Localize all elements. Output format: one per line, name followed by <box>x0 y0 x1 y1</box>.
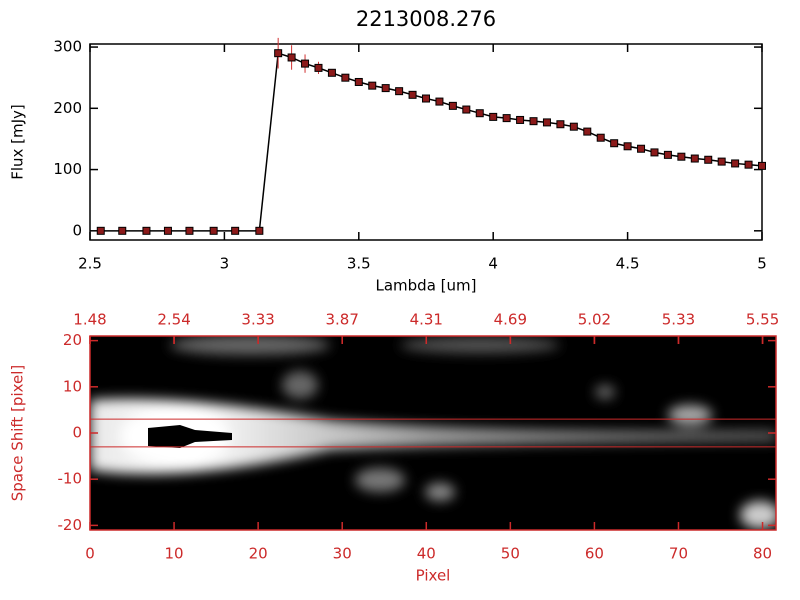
y-tick-label: 200 <box>53 99 82 117</box>
data-point <box>435 97 444 106</box>
data-point <box>96 226 105 235</box>
data-point <box>314 63 323 72</box>
x-tick-label: 70 <box>669 545 688 563</box>
x-tick-label: 4.5 <box>616 255 640 273</box>
x2-tick-label: 1.48 <box>73 311 106 329</box>
x-axis-label: Pixel <box>416 567 451 585</box>
data-point <box>408 90 417 99</box>
y-tick-label: 300 <box>53 38 82 56</box>
data-point <box>448 101 457 110</box>
data-point <box>663 150 672 159</box>
x-tick-label: 80 <box>753 545 772 563</box>
y-tick-label: 10 <box>63 377 82 395</box>
x-axis-label: Lambda [um] <box>376 277 477 295</box>
x2-tick-label: 3.87 <box>326 311 359 329</box>
data-point <box>556 120 565 129</box>
x-tick-label: 20 <box>249 545 268 563</box>
data-point <box>422 94 430 103</box>
data-point <box>255 226 264 235</box>
data-point <box>341 73 350 82</box>
y-tick-label: 0 <box>72 424 82 442</box>
data-point <box>395 87 404 96</box>
data-point <box>717 157 726 166</box>
data-point <box>368 81 377 90</box>
data-point <box>502 114 511 123</box>
data-point <box>596 133 605 142</box>
x-tick-label: 5 <box>757 255 767 273</box>
data-point <box>623 142 632 151</box>
x-tick-label: 40 <box>417 545 436 563</box>
data-point <box>569 122 578 131</box>
y-tick-label: 100 <box>53 160 82 178</box>
x2-tick-label: 5.02 <box>578 311 611 329</box>
data-point <box>690 154 699 163</box>
x-tick-label: 30 <box>333 545 352 563</box>
data-point <box>287 53 296 62</box>
spectral-image <box>90 336 776 530</box>
data-point <box>731 159 740 168</box>
y-tick-label: -20 <box>58 516 83 534</box>
data-point <box>650 148 659 157</box>
y-tick-label: 20 <box>63 331 82 349</box>
data-point <box>462 105 471 114</box>
x2-tick-label: 4.69 <box>494 311 527 329</box>
data-point <box>301 59 310 68</box>
data-point <box>118 226 127 235</box>
data-point <box>142 226 151 235</box>
x2-tick-label: 4.31 <box>410 311 443 329</box>
data-point <box>475 109 484 118</box>
x2-tick-label: 2.54 <box>157 311 190 329</box>
x2-tick-label: 3.33 <box>241 311 274 329</box>
data-point <box>583 127 592 136</box>
x2-tick-label: 5.55 <box>746 311 779 329</box>
data-point <box>231 226 240 235</box>
x-tick-label: 3.5 <box>347 255 371 273</box>
x-tick-label: 0 <box>85 545 95 563</box>
y-axis-label: Flux [mJy] <box>9 104 27 180</box>
data-point <box>274 49 283 58</box>
data-point <box>529 117 538 126</box>
data-point <box>185 226 194 235</box>
data-point <box>610 139 619 148</box>
x-tick-label: 50 <box>501 545 520 563</box>
x-tick-label: 2.5 <box>78 255 102 273</box>
data-point <box>637 144 646 153</box>
data-point <box>163 226 172 235</box>
flux-line <box>100 52 763 232</box>
data-point <box>744 160 753 169</box>
x-tick-label: 10 <box>165 545 184 563</box>
y-axis-label: Space Shift [pixel] <box>9 365 27 502</box>
x-tick-label: 4 <box>488 255 498 273</box>
data-point <box>516 115 525 124</box>
chart-title: 2213008.276 <box>356 7 496 31</box>
data-point <box>542 118 551 127</box>
data-point <box>354 77 363 86</box>
data-point <box>209 226 218 235</box>
data-point <box>489 112 498 121</box>
data-point <box>758 161 766 170</box>
x-tick-label: 60 <box>585 545 604 563</box>
plot-frame <box>89 43 763 241</box>
x2-tick-label: 5.33 <box>662 311 695 329</box>
y-tick-label: -10 <box>58 470 83 488</box>
x-tick-label: 3 <box>220 255 230 273</box>
data-point <box>677 152 686 161</box>
data-point <box>704 155 713 164</box>
y-tick-label: 0 <box>72 221 82 239</box>
data-point <box>327 68 336 77</box>
data-point <box>381 84 390 93</box>
